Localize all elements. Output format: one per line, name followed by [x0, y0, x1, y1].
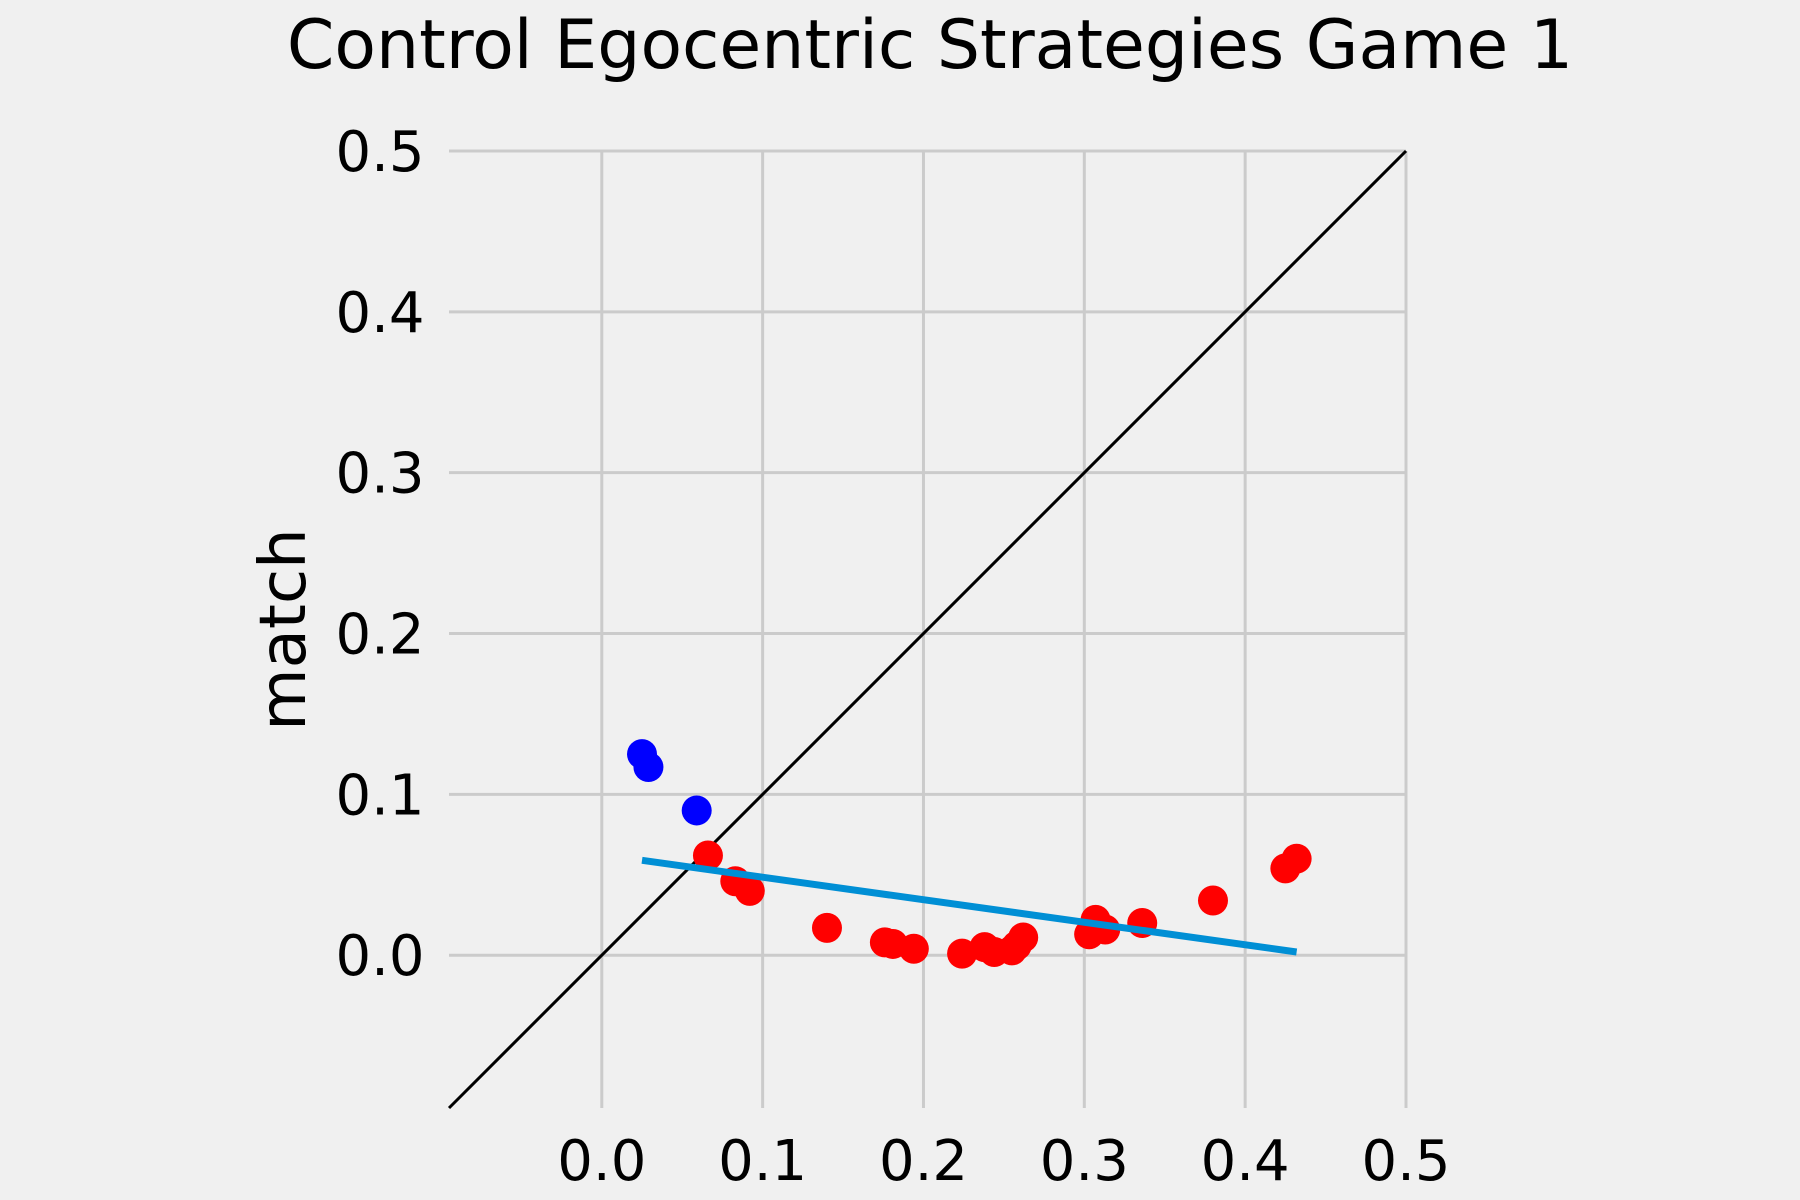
- x-tick-label: 0.1: [718, 1129, 807, 1194]
- x-tick-label: 0.0: [557, 1129, 646, 1194]
- fit-line: [641, 856, 1298, 956]
- x-tick-label: 0.3: [1040, 1129, 1129, 1194]
- x-tick-label: 0.4: [1201, 1129, 1290, 1194]
- data-point: [1008, 922, 1039, 953]
- data-point: [734, 875, 765, 906]
- data-point: [692, 840, 723, 871]
- data-point: [811, 912, 842, 943]
- data-point: [947, 938, 978, 969]
- identity-line: [447, 149, 1408, 1110]
- x-tick-label: 0.5: [1361, 1129, 1450, 1194]
- data-point: [681, 795, 712, 826]
- chart-title: Control Egocentric Strategies Game 1: [286, 6, 1574, 85]
- y-tick-label: 0.3: [335, 442, 424, 507]
- y-tick-label: 0.1: [335, 763, 424, 828]
- y-tick-label: 0.5: [335, 120, 424, 185]
- y-axis-label: match: [247, 528, 321, 730]
- x-tick-label: 0.2: [879, 1129, 968, 1194]
- data-point: [633, 752, 664, 783]
- data-point: [1281, 843, 1312, 874]
- y-tick-label: 0.0: [335, 924, 424, 989]
- data-point: [1197, 885, 1228, 916]
- data-point: [898, 933, 929, 964]
- y-tick-label: 0.4: [335, 281, 424, 346]
- y-tick-label: 0.2: [335, 603, 424, 668]
